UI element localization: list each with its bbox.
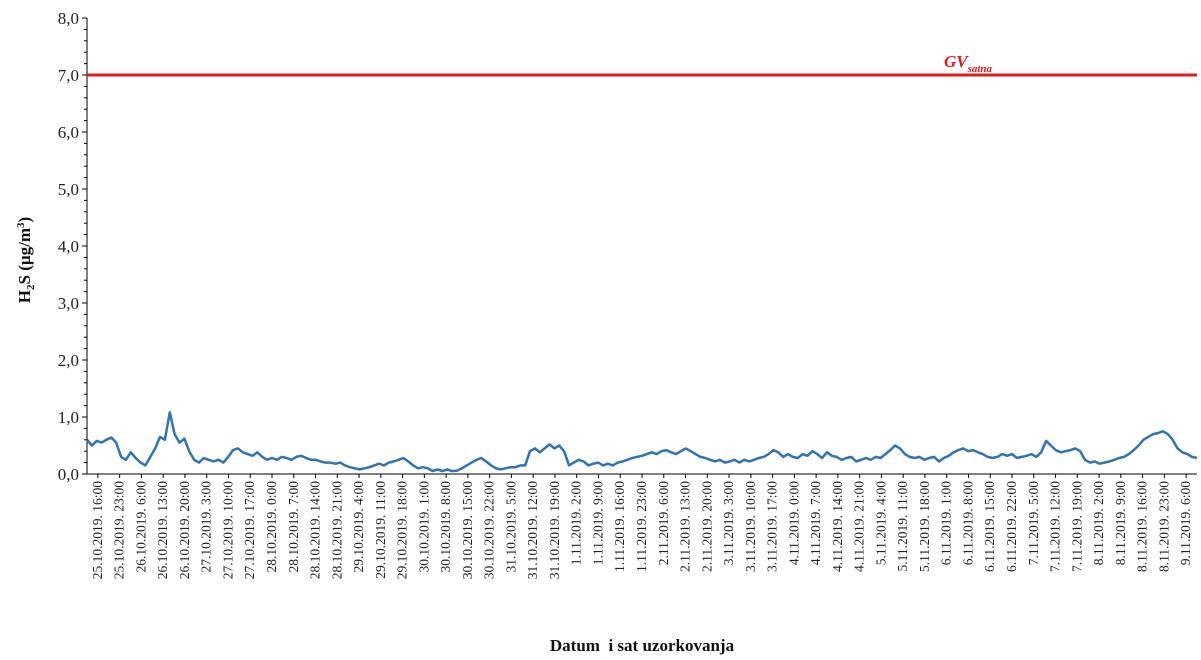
y-tick-label: 4,0	[58, 237, 79, 256]
x-tick-label: 3.11.2019. 17:00	[765, 481, 780, 572]
x-tick-label: 30.10.2019. 1:00	[416, 481, 431, 573]
x-tick-label: 8.11.2019. 9:00	[1113, 481, 1128, 565]
y-tick-label: 3,0	[58, 294, 79, 313]
y-axis-title-mid: S (µg/m	[15, 228, 34, 285]
x-tick-label: 7.11.2019. 5:00	[1026, 481, 1041, 565]
x-tick-label: 30.10.2019. 22:00	[482, 481, 497, 580]
x-tick-label: 2.11.2019. 20:00	[699, 481, 714, 572]
x-tick-label: 26.10.2019. 13:00	[155, 481, 170, 580]
x-tick-label: 25.10.2019. 16:00	[90, 481, 105, 580]
y-axis-title-end: )	[15, 217, 34, 223]
x-tick-label: 9.11.2019. 6:00	[1178, 481, 1193, 565]
x-tick-label: 8.11.2019. 16:00	[1135, 481, 1150, 572]
x-tick-label: 31.10.2019. 19:00	[547, 481, 562, 580]
x-tick-label: 27.10.2019. 3:00	[199, 481, 214, 573]
y-tick-label: 0,0	[58, 465, 79, 484]
limit-value-label: GVsatna	[944, 52, 993, 75]
x-tick-label: 5.11.2019. 4:00	[873, 481, 888, 565]
x-tick-label: 4.11.2019. 7:00	[808, 481, 823, 565]
x-tick-label: 5.11.2019. 11:00	[895, 481, 910, 572]
x-tick-label: 26.10.2019. 6:00	[133, 481, 148, 573]
x-tick-label: 1.11.2019. 9:00	[590, 481, 605, 565]
x-tick-label: 30.10.2019. 8:00	[438, 481, 453, 573]
x-tick-label: 3.11.2019. 3:00	[721, 481, 736, 565]
x-tick-label: 26.10.2019. 20:00	[177, 481, 192, 580]
y-axis-title: H2S (µg/m3)	[15, 217, 37, 303]
x-tick-label: 29.10.2019. 11:00	[373, 481, 388, 579]
x-tick-label: 30.10.2019. 15:00	[460, 481, 475, 580]
x-tick-label: 27.10.2019. 17:00	[242, 481, 257, 580]
x-tick-label: 8.11.2019. 23:00	[1156, 481, 1171, 572]
x-tick-label: 5.11.2019. 18:00	[917, 481, 932, 572]
x-tick-label: 1.11.2019. 16:00	[612, 481, 627, 572]
x-tick-label: 1.11.2019. 23:00	[634, 481, 649, 572]
x-tick-label: 6.11.2019. 22:00	[1004, 481, 1019, 572]
x-tick-label: 31.10.2019. 12:00	[525, 481, 540, 580]
y-tick-label: 8,0	[58, 9, 79, 28]
x-tick-label: 8.11.2019. 2:00	[1091, 481, 1106, 565]
limit-value-label-main: GV	[944, 52, 969, 71]
x-tick-label: 2.11.2019. 6:00	[656, 481, 671, 565]
x-tick-label: 6.11.2019. 15:00	[982, 481, 997, 572]
x-tick-label: 29.10.2019. 18:00	[395, 481, 410, 580]
y-axis-title-sub: 2	[25, 284, 37, 290]
y-tick-label: 1,0	[58, 408, 79, 427]
y-axis-title-h: H	[15, 290, 34, 303]
y-tick-label: 5,0	[58, 180, 79, 199]
x-tick-label: 7.11.2019. 12:00	[1048, 481, 1063, 572]
x-tick-label: 4.11.2019. 21:00	[852, 481, 867, 572]
series-line-h2s	[86, 411, 1198, 473]
x-tick-label: 25.10.2019. 23:00	[112, 481, 127, 580]
x-tick-label: 28.10.2019. 21:00	[329, 481, 344, 580]
x-tick-label: 31.10.2019. 5:00	[503, 481, 518, 573]
x-tick-label: 28.10.2019. 0:00	[264, 481, 279, 573]
x-tick-label: 28.10.2019. 7:00	[286, 481, 301, 573]
x-tick-label: 4.11.2019. 0:00	[786, 481, 801, 565]
x-tick-label: 28.10.2019. 14:00	[308, 481, 323, 580]
x-tick-label: 7.11.2019. 19:00	[1069, 481, 1084, 572]
y-tick-label: 6,0	[58, 123, 79, 142]
x-tick-label: 3.11.2019. 10:00	[743, 481, 758, 572]
x-tick-label: 29.10.2019. 4:00	[351, 481, 366, 573]
x-tick-label: 2.11.2019. 13:00	[678, 481, 693, 572]
x-tick-label: 27.10.2019. 10:00	[220, 481, 235, 580]
y-tick-label: 2,0	[58, 351, 79, 370]
x-tick-label: 6.11.2019. 1:00	[939, 481, 954, 565]
x-tick-label: 6.11.2019. 8:00	[960, 481, 975, 565]
y-axis-ticks: 0,0 1,0 2,0 3,0 4,0 5,0 6,0 7,0 8,0	[58, 9, 87, 484]
x-axis-title: Datum i sat uzorkovanja	[550, 636, 735, 655]
y-tick-label: 7,0	[58, 66, 79, 85]
y-axis-title-sup: 3	[15, 222, 27, 228]
x-tick-label: 4.11.2019. 14:00	[830, 481, 845, 572]
x-tick-label: 1.11.2019. 2:00	[569, 481, 584, 565]
limit-value-label-sub: satna	[967, 63, 993, 75]
x-axis-ticks: 25.10.2019. 16:00 25.10.2019. 23:00 26.10.…	[90, 474, 1193, 579]
